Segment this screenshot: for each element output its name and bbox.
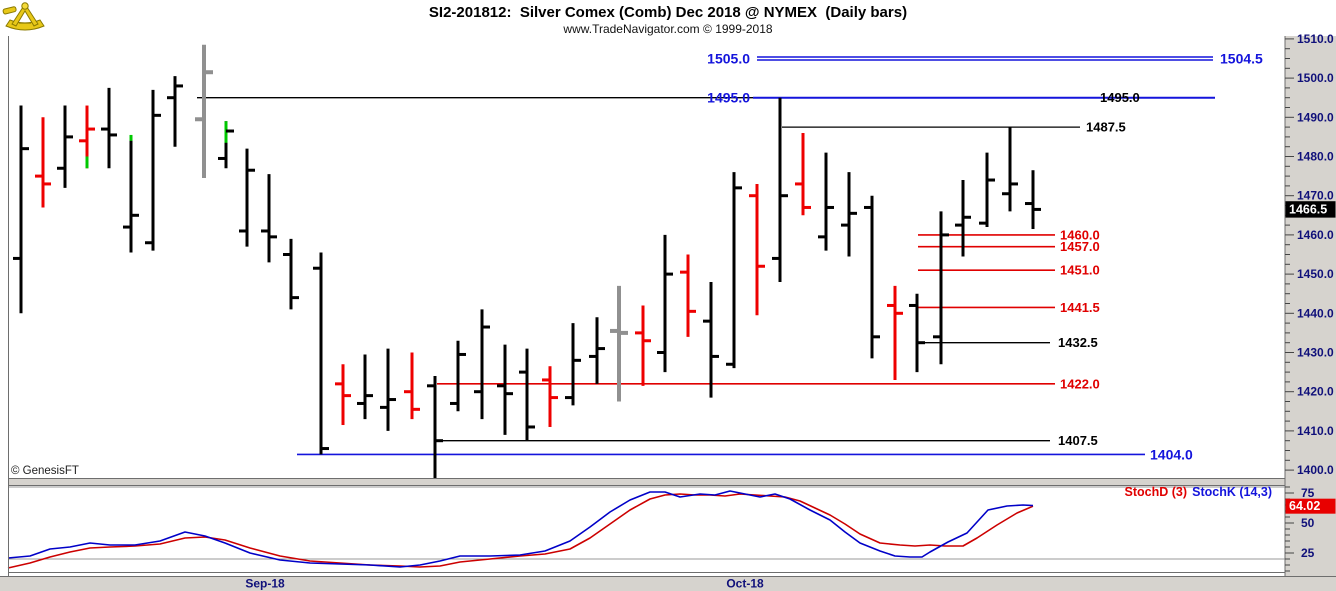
price-level-label: 1422.0 bbox=[1060, 376, 1100, 391]
stoch-value-box bbox=[1285, 498, 1336, 514]
price-level-label: 1457.0 bbox=[1060, 239, 1100, 254]
stoch-axis-label: 25 bbox=[1301, 546, 1315, 560]
last-price-box bbox=[1285, 201, 1336, 218]
time-axis-strip[interactable] bbox=[0, 576, 1336, 591]
price-level-label: 1487.5 bbox=[1086, 120, 1126, 135]
price-axis-label: 1510.0 bbox=[1297, 32, 1334, 46]
price-axis-label: 1470.0 bbox=[1297, 189, 1334, 203]
price-axis-label: 1410.0 bbox=[1297, 424, 1334, 438]
panel-separator bbox=[8, 479, 1285, 485]
chart-subtitle: www.TradeNavigator.com © 1999-2018 bbox=[563, 22, 773, 36]
price-level-label: 1495.0 bbox=[1100, 90, 1140, 105]
price-level-label: 1441.5 bbox=[1060, 300, 1100, 315]
price-axis-label: 1430.0 bbox=[1297, 346, 1334, 360]
genesisft-watermark: © GenesisFT bbox=[11, 465, 79, 477]
price-axis-label: 1480.0 bbox=[1297, 150, 1334, 164]
price-level-label: 1460.0 bbox=[1060, 227, 1100, 242]
price-axis-label: 1490.0 bbox=[1297, 110, 1334, 124]
stoch-line-k bbox=[7, 490, 1034, 568]
time-axis-label: Oct-18 bbox=[726, 577, 764, 591]
stoch-k-legend: StochK (14,3) bbox=[1192, 485, 1272, 499]
genesisft-logo-icon bbox=[2, 1, 48, 38]
price-level-label: 1432.5 bbox=[1058, 335, 1098, 350]
price-level-label: 1505.0 bbox=[707, 51, 750, 67]
price-level-label: 1451.0 bbox=[1060, 263, 1100, 278]
stoch-d-legend: StochD (3) bbox=[1125, 485, 1188, 499]
price-axis-label: 1500.0 bbox=[1297, 71, 1334, 85]
time-axis-label: Sep-18 bbox=[245, 577, 285, 591]
price-axis-label: 1440.0 bbox=[1297, 306, 1334, 320]
chart-header: SI2-201812: Silver Comex (Comb) Dec 2018… bbox=[0, 0, 1336, 36]
stoch-value: 64.02 bbox=[1289, 499, 1320, 513]
price-axis-label: 1460.0 bbox=[1297, 228, 1334, 242]
chart-title: SI2-201812: Silver Comex (Comb) Dec 2018… bbox=[428, 4, 908, 21]
price-level-label: 1404.0 bbox=[1150, 446, 1193, 462]
price-level-label: 1495.0 bbox=[707, 90, 750, 106]
price-axis-strip[interactable] bbox=[1285, 36, 1336, 576]
stoch-axis-label: 50 bbox=[1301, 516, 1315, 530]
stoch-line-d bbox=[7, 493, 1034, 569]
last-price-value: 1466.5 bbox=[1289, 202, 1327, 216]
price-axis-label: 1420.0 bbox=[1297, 385, 1334, 399]
price-axis-label: 1450.0 bbox=[1297, 267, 1334, 281]
price-level-label: 1504.5 bbox=[1220, 51, 1263, 67]
price-axis-label: 1400.0 bbox=[1297, 463, 1334, 477]
stoch-axis-label: 75 bbox=[1301, 486, 1315, 500]
price-level-label: 1407.5 bbox=[1058, 433, 1098, 448]
